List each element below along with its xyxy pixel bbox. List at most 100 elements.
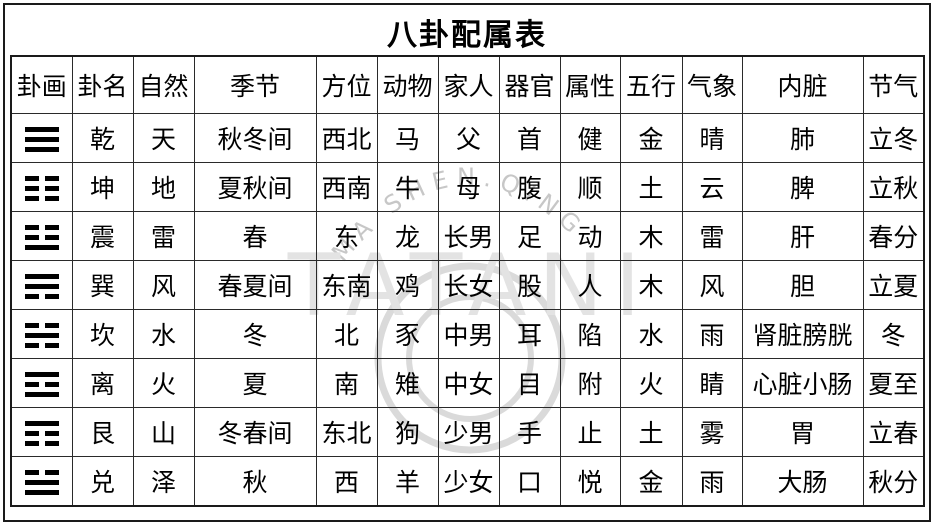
table-row: 震雷春东龙长男足动木雷肝春分: [10, 211, 925, 261]
cell-direction: 北: [315, 309, 378, 359]
cell-direction: 西: [315, 456, 378, 507]
header-name: 卦名: [71, 55, 134, 114]
cell-attribute: 顺: [559, 162, 621, 212]
cell-attribute: 止: [559, 407, 621, 457]
page-title: 八卦配属表: [387, 18, 547, 53]
cell-viscera: 脾: [741, 162, 864, 212]
cell-element: 土: [619, 162, 683, 212]
cell-family: 母: [437, 162, 500, 212]
cell-nature: 地: [132, 162, 195, 212]
header-family: 家人: [437, 55, 500, 114]
cell-solar-term: 立秋: [862, 162, 925, 212]
cell-weather: 雨: [681, 456, 743, 507]
header-animal: 动物: [376, 55, 439, 114]
cell-animal: 牛: [376, 162, 439, 212]
cell-family: 少女: [437, 456, 500, 507]
cell-element: 金: [619, 113, 683, 163]
trigram-icon: [24, 470, 59, 495]
cell-name: 坎: [71, 309, 134, 359]
cell-organ: 股: [498, 260, 561, 310]
cell-organ: 目: [498, 358, 561, 408]
cell-viscera: 肺: [741, 113, 864, 163]
cell-organ: 手: [498, 407, 561, 457]
header-nature: 自然: [132, 55, 195, 114]
cell-weather: 雾: [681, 407, 743, 457]
cell-trigram: [10, 260, 73, 310]
cell-attribute: 陷: [559, 309, 621, 359]
cell-weather: 睛: [681, 358, 743, 408]
cell-name: 艮: [71, 407, 134, 457]
table-row: 坤地夏秋间 西南牛母腹顺土云脾立秋: [10, 162, 925, 212]
header-season: 季节: [193, 55, 317, 114]
cell-viscera: 大肠: [741, 456, 864, 507]
cell-name: 离: [71, 358, 134, 408]
header-element: 五行: [619, 55, 683, 114]
cell-element: 水: [619, 309, 683, 359]
cell-season: 夏秋间: [193, 162, 317, 212]
cell-viscera: 肝: [741, 211, 864, 261]
cell-viscera: 胆: [741, 260, 864, 310]
table-row: 兑泽秋西羊少女口悦金雨大肠 秋分: [10, 456, 925, 507]
cell-element: 金: [619, 456, 683, 507]
table-row: 艮山冬春间 东北狗少男手止土雾胃立春: [10, 407, 925, 457]
cell-name: 乾: [71, 113, 134, 163]
cell-element: 土: [619, 407, 683, 457]
cell-solar-term: 秋分: [862, 456, 925, 507]
trigram-icon: [24, 372, 59, 397]
cell-solar-term: 立夏: [862, 260, 925, 310]
cell-element: 木: [619, 260, 683, 310]
cell-attribute: 人: [559, 260, 621, 310]
cell-animal: 龙: [376, 211, 439, 261]
header-solar-term: 节气: [862, 55, 925, 114]
cell-trigram: [10, 456, 73, 507]
cell-solar-term: 春分: [862, 211, 925, 261]
cell-direction: 西北: [315, 113, 378, 163]
cell-trigram: [10, 407, 73, 457]
cell-trigram: [10, 162, 73, 212]
cell-solar-term: 立春: [862, 407, 925, 457]
cell-viscera: 肾脏膀胱: [741, 309, 864, 359]
cell-attribute: 健: [559, 113, 621, 163]
cell-solar-term: 夏至: [862, 358, 925, 408]
cell-solar-term: 立冬: [862, 113, 925, 163]
cell-season: 秋: [193, 456, 317, 507]
header-organ: 器官: [498, 55, 561, 114]
cell-nature: 山: [132, 407, 195, 457]
cell-nature: 风: [132, 260, 195, 310]
cell-element: 火: [619, 358, 683, 408]
table-row: 坎水冬北豕中男耳陷水雨肾脏膀胱冬: [10, 309, 925, 359]
cell-season: 春: [193, 211, 317, 261]
cell-direction: 西南: [315, 162, 378, 212]
trigram-icon: [24, 323, 59, 348]
cell-weather: 云: [681, 162, 743, 212]
cell-trigram: [10, 309, 73, 359]
cell-nature: 泽: [132, 456, 195, 507]
cell-element: 木: [619, 211, 683, 261]
cell-trigram: [10, 113, 73, 163]
cell-name: 坤: [71, 162, 134, 212]
trigram-icon: [24, 274, 59, 299]
cell-viscera: 心脏小肠: [741, 358, 864, 408]
cell-name: 震: [71, 211, 134, 261]
cell-viscera: 胃: [741, 407, 864, 457]
cell-nature: 火: [132, 358, 195, 408]
cell-family: 长女: [437, 260, 500, 310]
cell-solar-term: 冬: [862, 309, 925, 359]
cell-family: 中男: [437, 309, 500, 359]
header-trigram: 卦画: [10, 55, 73, 114]
cell-weather: 雷: [681, 211, 743, 261]
cell-season: 冬春间: [193, 407, 317, 457]
header-direction: 方位: [315, 55, 378, 114]
header-viscera: 内脏: [741, 55, 864, 114]
cell-season: 冬: [193, 309, 317, 359]
cell-nature: 天: [132, 113, 195, 163]
trigram-icon: [24, 127, 59, 152]
cell-direction: 东: [315, 211, 378, 261]
cell-weather: 晴: [681, 113, 743, 163]
cell-direction: 南: [315, 358, 378, 408]
cell-name: 巽: [71, 260, 134, 310]
trigram-icon: [24, 225, 59, 250]
cell-attribute: 动: [559, 211, 621, 261]
bagua-table: 卦画 卦名 自然 季节 方位 动物 家人 器官 属性 五行 气象 内脏 节气 乾…: [10, 55, 925, 507]
cell-animal: 鸡: [376, 260, 439, 310]
